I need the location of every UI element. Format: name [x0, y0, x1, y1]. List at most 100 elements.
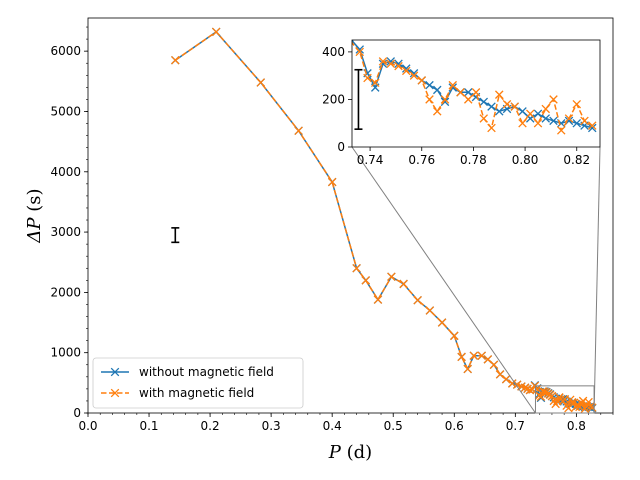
inset-y-tick-label: 400: [322, 45, 345, 59]
inset-data-point-with-field: [432, 107, 442, 116]
data-point-with-field: [399, 279, 408, 289]
x-tick-label: 0.7: [506, 419, 525, 433]
data-point-with-field: [327, 177, 337, 187]
inset-data-point-with-field: [386, 59, 396, 69]
inset-x-tick-label: 0.74: [357, 153, 384, 167]
inset-data-point-without-field: [409, 69, 419, 78]
inset-data-point-with-field: [463, 95, 473, 104]
data-point-with-field: [387, 272, 396, 281]
inset-data-point-without-field: [432, 85, 442, 95]
inset-data-point-without-field: [463, 88, 473, 97]
inset-y-tick-label: 0: [337, 140, 345, 154]
inset-data-point-with-field: [355, 47, 365, 57]
inset-data-point-with-field: [370, 78, 380, 88]
inset-data-point-without-field: [533, 109, 543, 118]
axis-labels: P (d) ΔP (s): [24, 188, 372, 463]
inset-data-point-with-field: [479, 114, 489, 123]
zoom-connector: [351, 146, 536, 414]
inset-data-point-with-field: [587, 121, 597, 130]
inset-data-point-with-field: [417, 76, 427, 85]
data-point-with-field: [477, 351, 487, 360]
inset-data-point-with-field: [440, 95, 450, 104]
inset-data-point-with-field: [525, 109, 535, 118]
data-point-with-field: [469, 351, 479, 360]
x-tick-label: 0.0: [78, 419, 97, 433]
data-point-with-field: [501, 374, 511, 384]
inset-data-point-without-field: [572, 118, 582, 128]
inset-data-point-with-field: [510, 102, 520, 111]
inset-data-point-with-field: [518, 118, 527, 128]
data-point-with-field: [450, 331, 459, 341]
legend-marker-with-field: [110, 388, 120, 398]
inset-data-point-with-field: [394, 61, 403, 71]
inset-x-tick-label: 0.80: [512, 153, 539, 167]
x-tick-label: 0.8: [567, 419, 586, 433]
plot-frame: [87, 17, 614, 414]
inset-x-tick-label: 0.82: [563, 153, 590, 167]
inset-data-point-without-field: [425, 80, 434, 90]
inset-data-point-without-field: [487, 102, 496, 111]
inset-data-point-without-field: [549, 116, 558, 126]
data-point-with-field: [457, 352, 466, 362]
inset-data-point-without-field: [541, 114, 551, 123]
zoom-indicator: [351, 146, 601, 414]
data-point-with-field: [294, 126, 303, 136]
inset-data-point-without-field: [518, 107, 527, 116]
y-axis-label-symbol: ΔP: [24, 217, 45, 244]
y-tick-label: 6000: [50, 44, 81, 58]
inset-data-point-with-field: [572, 99, 582, 109]
inset-data-point-with-field: [502, 99, 512, 109]
data-point-with-field: [413, 295, 422, 305]
inset-data: [352, 40, 597, 135]
inset-data-point-without-field: [401, 64, 411, 73]
inset-x-tick-label: 0.76: [408, 153, 435, 167]
inset-data-point-with-field: [471, 88, 481, 97]
data-point-with-field: [171, 55, 180, 65]
data-point-with-field: [373, 295, 383, 304]
inset-frame: [351, 39, 601, 148]
inset-data-point-with-field: [533, 118, 543, 128]
legend-marker-without-field: [110, 367, 120, 377]
inset-data-point-without-field: [394, 59, 403, 69]
zoom-connector: [593, 146, 601, 414]
legend-box: [92, 357, 304, 409]
x-tick-label: 0.2: [201, 419, 220, 433]
y-tick-label: 1000: [50, 346, 81, 360]
x-tick-label: 0.3: [262, 419, 281, 433]
y-tick-label: 5000: [50, 104, 81, 118]
inset-data-point-with-field: [425, 95, 434, 104]
data-point-with-field: [489, 360, 499, 370]
inset-data-point-without-field: [479, 97, 489, 107]
inset-data-point-with-field: [494, 90, 504, 99]
legend: without magnetic field with magnetic fiel…: [92, 357, 304, 409]
inset-data-point-with-field: [448, 80, 458, 90]
inset-data-point-with-field: [378, 57, 388, 66]
x-axis-label-unit: (d): [341, 442, 372, 463]
inset-data-point-without-field: [355, 45, 365, 54]
inset-data-point-with-field: [456, 88, 465, 97]
inset-data-point-with-field: [549, 95, 558, 104]
inset-data-point-with-field: [409, 71, 419, 80]
inset-data-point-with-field: [363, 73, 372, 83]
y-axis-label-unit: (s): [24, 188, 45, 217]
data-point-with-field: [536, 392, 546, 401]
x-axis-label-symbol: P: [328, 442, 342, 463]
data-point-with-field: [495, 370, 505, 379]
x-tick-label: 0.6: [445, 419, 464, 433]
inset-plot: 0.74 0.76 0.78 0.80 0.82 0 200 400: [322, 39, 601, 167]
inset-data-point-with-field: [580, 116, 589, 126]
inset-data-point-with-field: [487, 123, 496, 133]
inset-data-point-with-field: [556, 126, 566, 135]
x-tick-label: 0.4: [323, 419, 342, 433]
data-point-with-field: [437, 318, 447, 327]
inset-data-point-with-field: [401, 66, 411, 76]
x-tick-label: 0.5: [384, 419, 403, 433]
y-tick-label: 4000: [50, 165, 81, 179]
data-point-with-field: [352, 264, 361, 273]
data-point-with-field: [587, 403, 597, 412]
data-point-with-field: [463, 364, 472, 374]
legend-label-with-field: with magnetic field: [139, 386, 254, 400]
data-point-with-field: [425, 306, 435, 315]
y-tick-label: 2000: [50, 285, 81, 299]
